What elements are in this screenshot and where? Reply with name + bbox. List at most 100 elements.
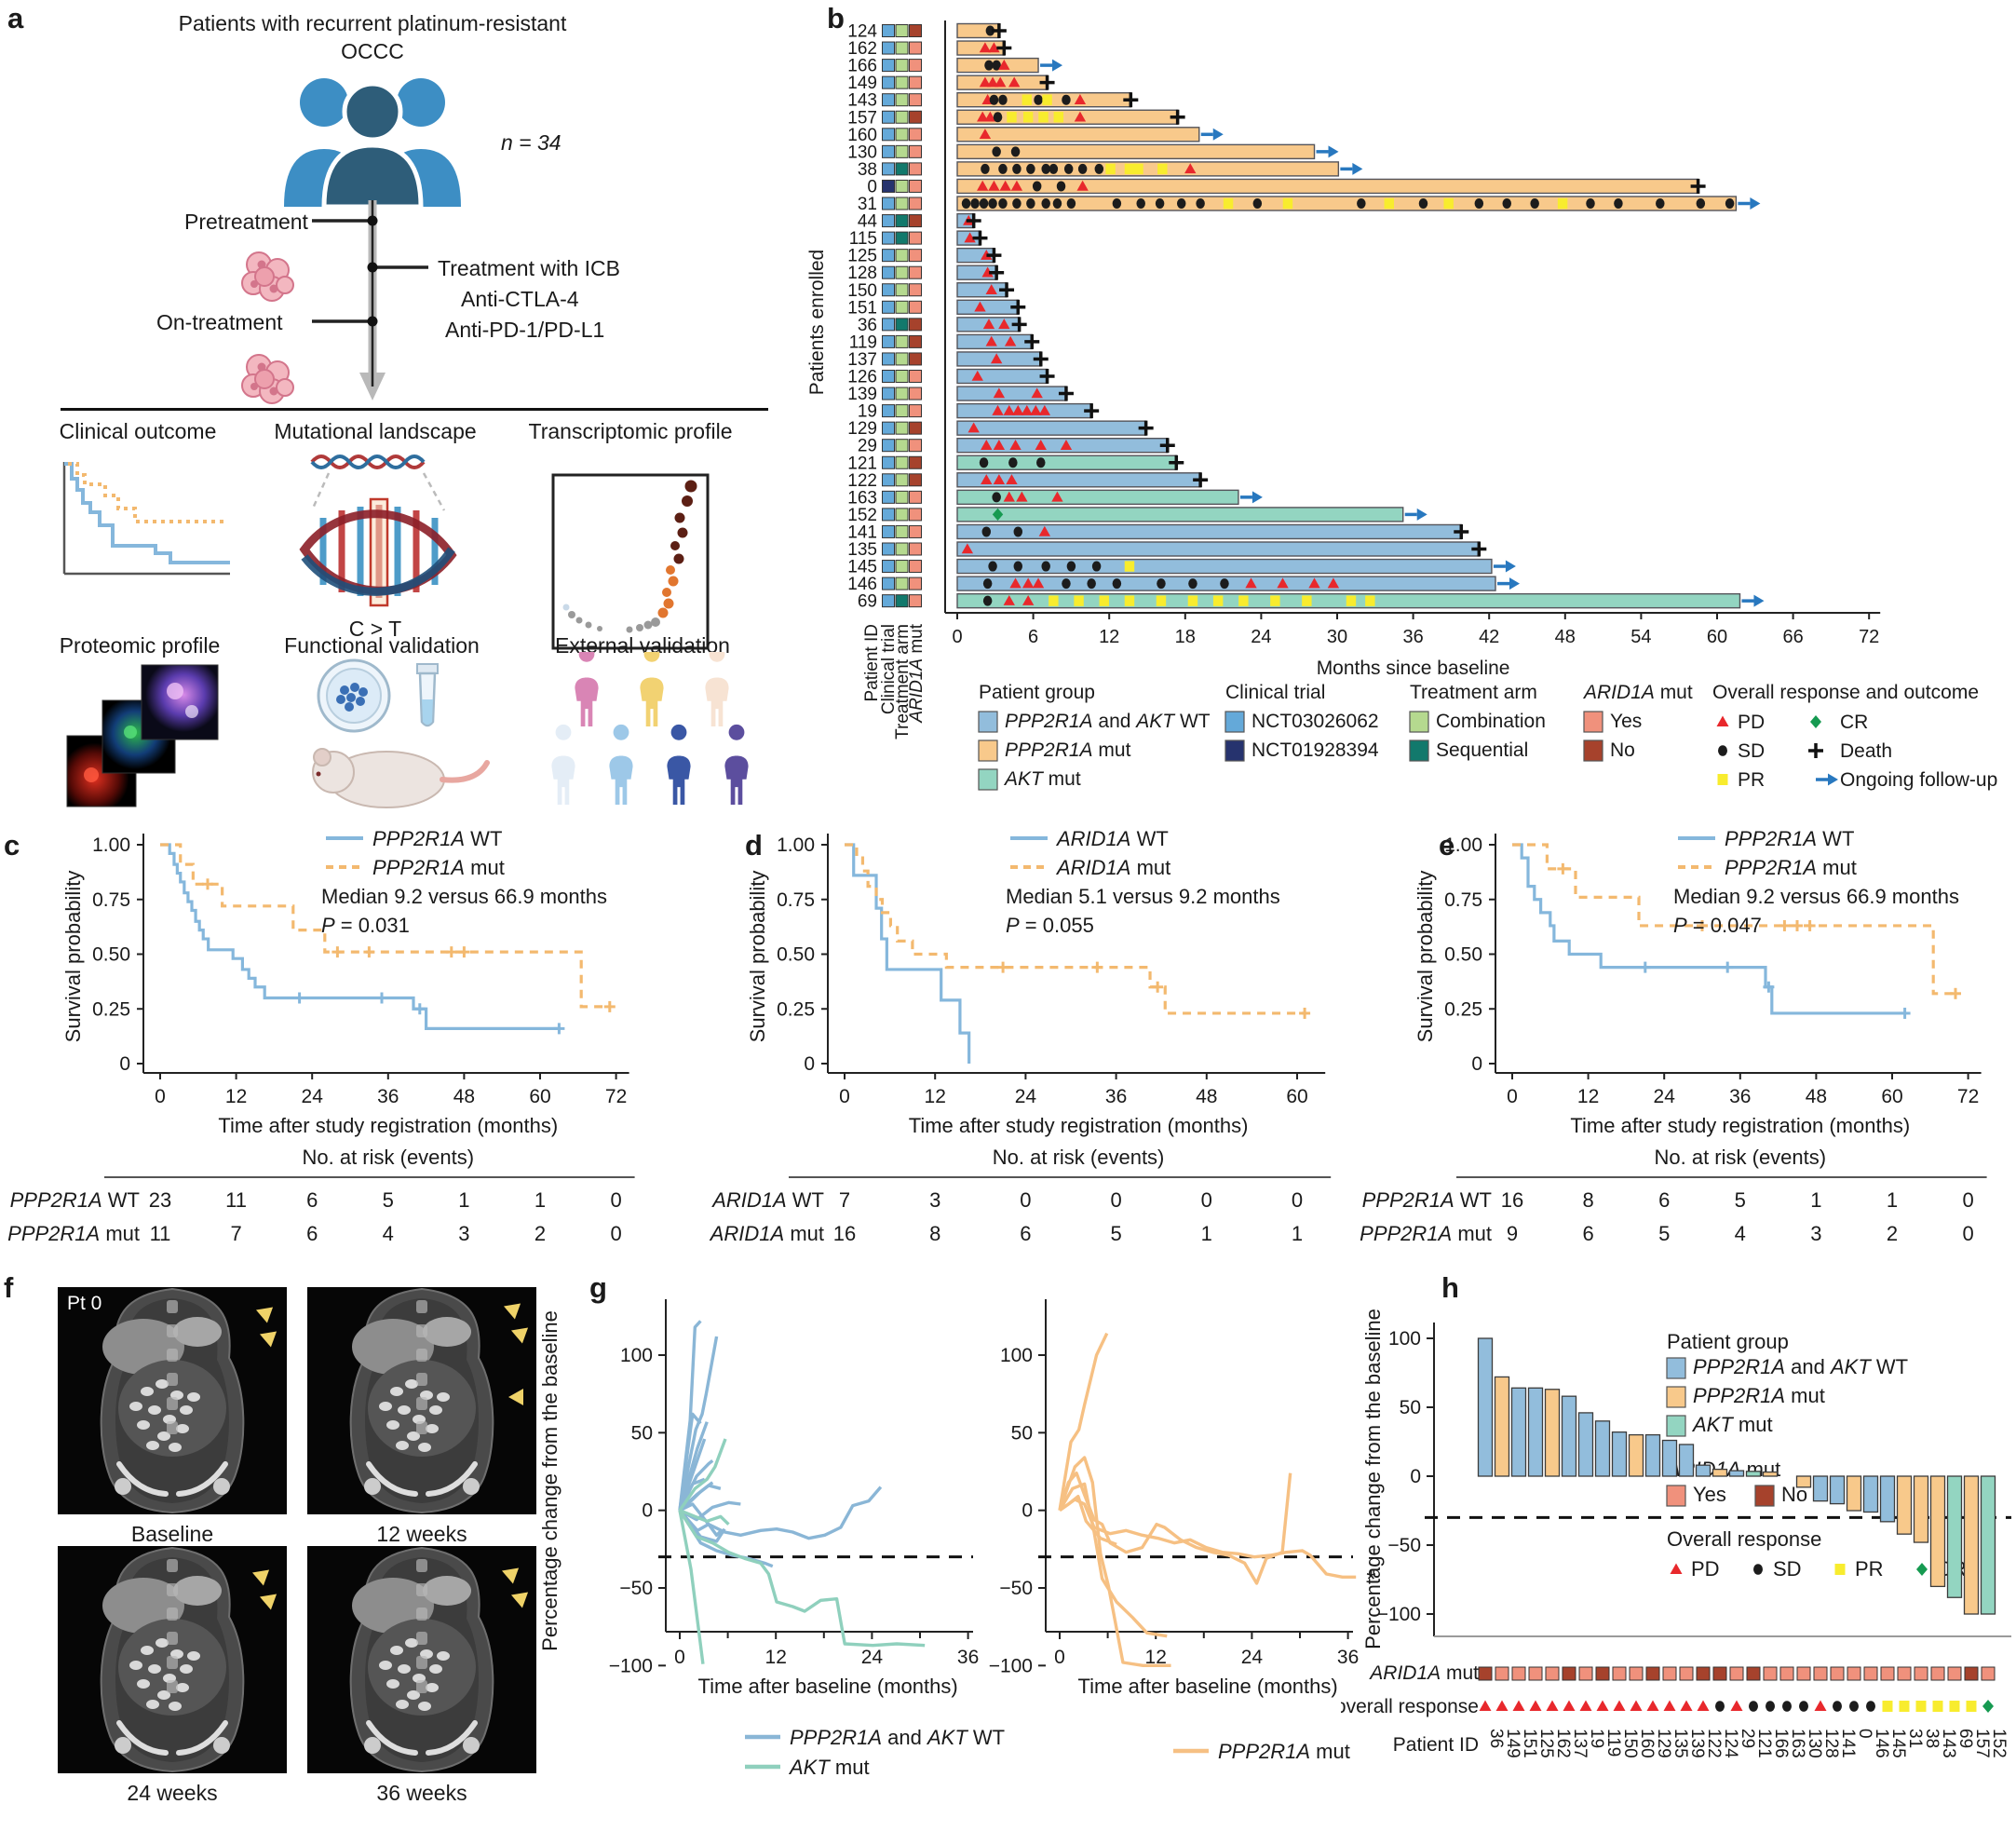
- svg-text:0: 0: [1110, 1188, 1121, 1212]
- pd-triangle-icon: [993, 440, 1006, 450]
- arm-swatch: [895, 560, 909, 574]
- trial-swatch: [882, 560, 895, 574]
- pd-triangle-icon: [1670, 1563, 1683, 1574]
- pd-triangle-icon: [1563, 1700, 1576, 1711]
- pd-triangle-icon: [1277, 577, 1289, 589]
- arid1a-status-swatch: [1981, 1666, 1996, 1681]
- dna-mutation-icon: [299, 454, 457, 607]
- arid1a-swatch: [909, 421, 922, 435]
- pd-triangle-icon: [994, 76, 1007, 88]
- arid1a-swatch: [909, 265, 922, 279]
- legend-swatch: [1409, 711, 1429, 733]
- arid1a-status-swatch: [1830, 1666, 1845, 1681]
- svg-text:*: *: [1366, 1566, 1375, 1594]
- svg-text:−100: −100: [609, 1655, 653, 1676]
- svg-text:Time after baseline (months): Time after baseline (months): [1078, 1675, 1338, 1698]
- svg-text:48: 48: [1555, 627, 1576, 647]
- swimmer-bar: [956, 507, 1404, 522]
- svg-text:12: 12: [225, 1086, 247, 1107]
- svg-text:157: 157: [847, 108, 877, 128]
- waterfall-bar: [1896, 1475, 1913, 1535]
- arm-swatch: [895, 197, 909, 210]
- on-treatment-label: On-treatment: [156, 310, 283, 334]
- waterfall-bar: [1477, 1337, 1494, 1477]
- svg-text:Median 5.1 versus 9.2 months: Median 5.1 versus 9.2 months: [1006, 885, 1280, 908]
- svg-text:PPP2R1A WT: PPP2R1A WT: [1362, 1188, 1492, 1212]
- sd-circle-icon: [1008, 457, 1018, 468]
- svg-text:Percentage change from the bas: Percentage change from the baseline: [538, 1310, 562, 1651]
- pd-triangle-icon: [998, 319, 1010, 330]
- legend-swatch: [1224, 711, 1245, 733]
- pd-triangle-icon: [1479, 1700, 1492, 1711]
- svg-text:130: 130: [847, 142, 877, 162]
- ct-caption-24-weeks: 24 weeks: [127, 1781, 218, 1805]
- arid1a-swatch: [909, 179, 922, 193]
- spider-line: [679, 1485, 883, 1540]
- svg-text:PPP2R1A mut: PPP2R1A mut: [1725, 856, 1857, 879]
- proteomic-images-icon: [66, 664, 219, 807]
- waterfall-bar: [1661, 1439, 1678, 1477]
- spider-line: [678, 1438, 727, 1512]
- svg-text:160: 160: [1637, 1729, 1657, 1758]
- svg-text:Survival probability: Survival probability: [61, 871, 85, 1043]
- waterfall-bar: [1561, 1395, 1577, 1477]
- trial-swatch: [882, 594, 895, 608]
- svg-text:AKT mut: AKT mut: [788, 1756, 870, 1779]
- svg-text:ARID1A mut: ARID1A mut: [709, 1222, 824, 1245]
- arid1a-swatch: [909, 75, 922, 89]
- trial-swatch: [882, 421, 895, 435]
- on-treatment-tumor-icon: [241, 354, 294, 404]
- arid1a-status-swatch: [1796, 1666, 1811, 1681]
- pr-square-icon: [1384, 197, 1394, 210]
- external-validation-icon: [551, 652, 749, 805]
- waterfall-bar: [1678, 1444, 1695, 1477]
- svg-text:1.00: 1.00: [1444, 834, 1482, 856]
- svg-text:141: 141: [1838, 1729, 1858, 1758]
- outcome-clinical-title: Clinical outcome: [59, 419, 217, 443]
- trial-swatch: [882, 128, 895, 142]
- pd-triangle-icon: [1021, 404, 1033, 415]
- svg-text:0.75: 0.75: [1444, 889, 1482, 911]
- panel-e-label: e: [1439, 829, 1455, 861]
- svg-text:24: 24: [1241, 1647, 1264, 1668]
- pd-triangle-icon: [993, 474, 1006, 485]
- pd-triangle-icon: [964, 232, 976, 243]
- svg-text:PR: PR: [1855, 1557, 1884, 1580]
- arid1a-status-swatch: [1847, 1666, 1861, 1681]
- timeline-diagram: [312, 200, 428, 400]
- pd-triangle-icon: [985, 284, 997, 294]
- cr-diamond-icon: [1982, 1700, 1994, 1713]
- svg-text:125: 125: [1536, 1729, 1556, 1758]
- svg-text:0: 0: [155, 1086, 166, 1107]
- anti-pd1-label: Anti-PD-1/PD-L1: [445, 318, 605, 342]
- sd-circle-icon: [1849, 1701, 1859, 1712]
- svg-text:135: 135: [847, 540, 877, 560]
- arid1a-swatch: [909, 93, 922, 107]
- sd-circle-icon: [1063, 163, 1074, 174]
- svg-text:Patient group: Patient group: [979, 682, 1095, 703]
- arid1a-swatch: [909, 318, 922, 332]
- pd-triangle-icon: [981, 474, 993, 485]
- trial-swatch: [882, 59, 895, 73]
- arid1a-swatch: [909, 59, 922, 73]
- svg-text:12: 12: [925, 1086, 946, 1107]
- svg-text:122: 122: [847, 471, 877, 491]
- svg-text:1: 1: [458, 1188, 469, 1212]
- svg-text:2: 2: [1887, 1222, 1898, 1245]
- pd-triangle-icon: [1596, 1700, 1609, 1711]
- svg-text:122: 122: [1704, 1729, 1724, 1758]
- arm-swatch: [895, 214, 909, 228]
- svg-text:6: 6: [1028, 627, 1038, 647]
- svg-text:Death: Death: [1840, 740, 1892, 762]
- pr-square-icon: [1557, 197, 1568, 210]
- pr-square-icon: [1042, 94, 1052, 105]
- svg-text:150: 150: [1620, 1729, 1640, 1758]
- arid1a-swatch: [909, 162, 922, 176]
- arm-swatch: [895, 594, 909, 608]
- svg-text:16: 16: [1501, 1188, 1523, 1212]
- pd-triangle-icon: [1012, 404, 1024, 415]
- waterfall-bar: [1594, 1420, 1611, 1477]
- pd-triangle-icon: [1529, 1700, 1542, 1711]
